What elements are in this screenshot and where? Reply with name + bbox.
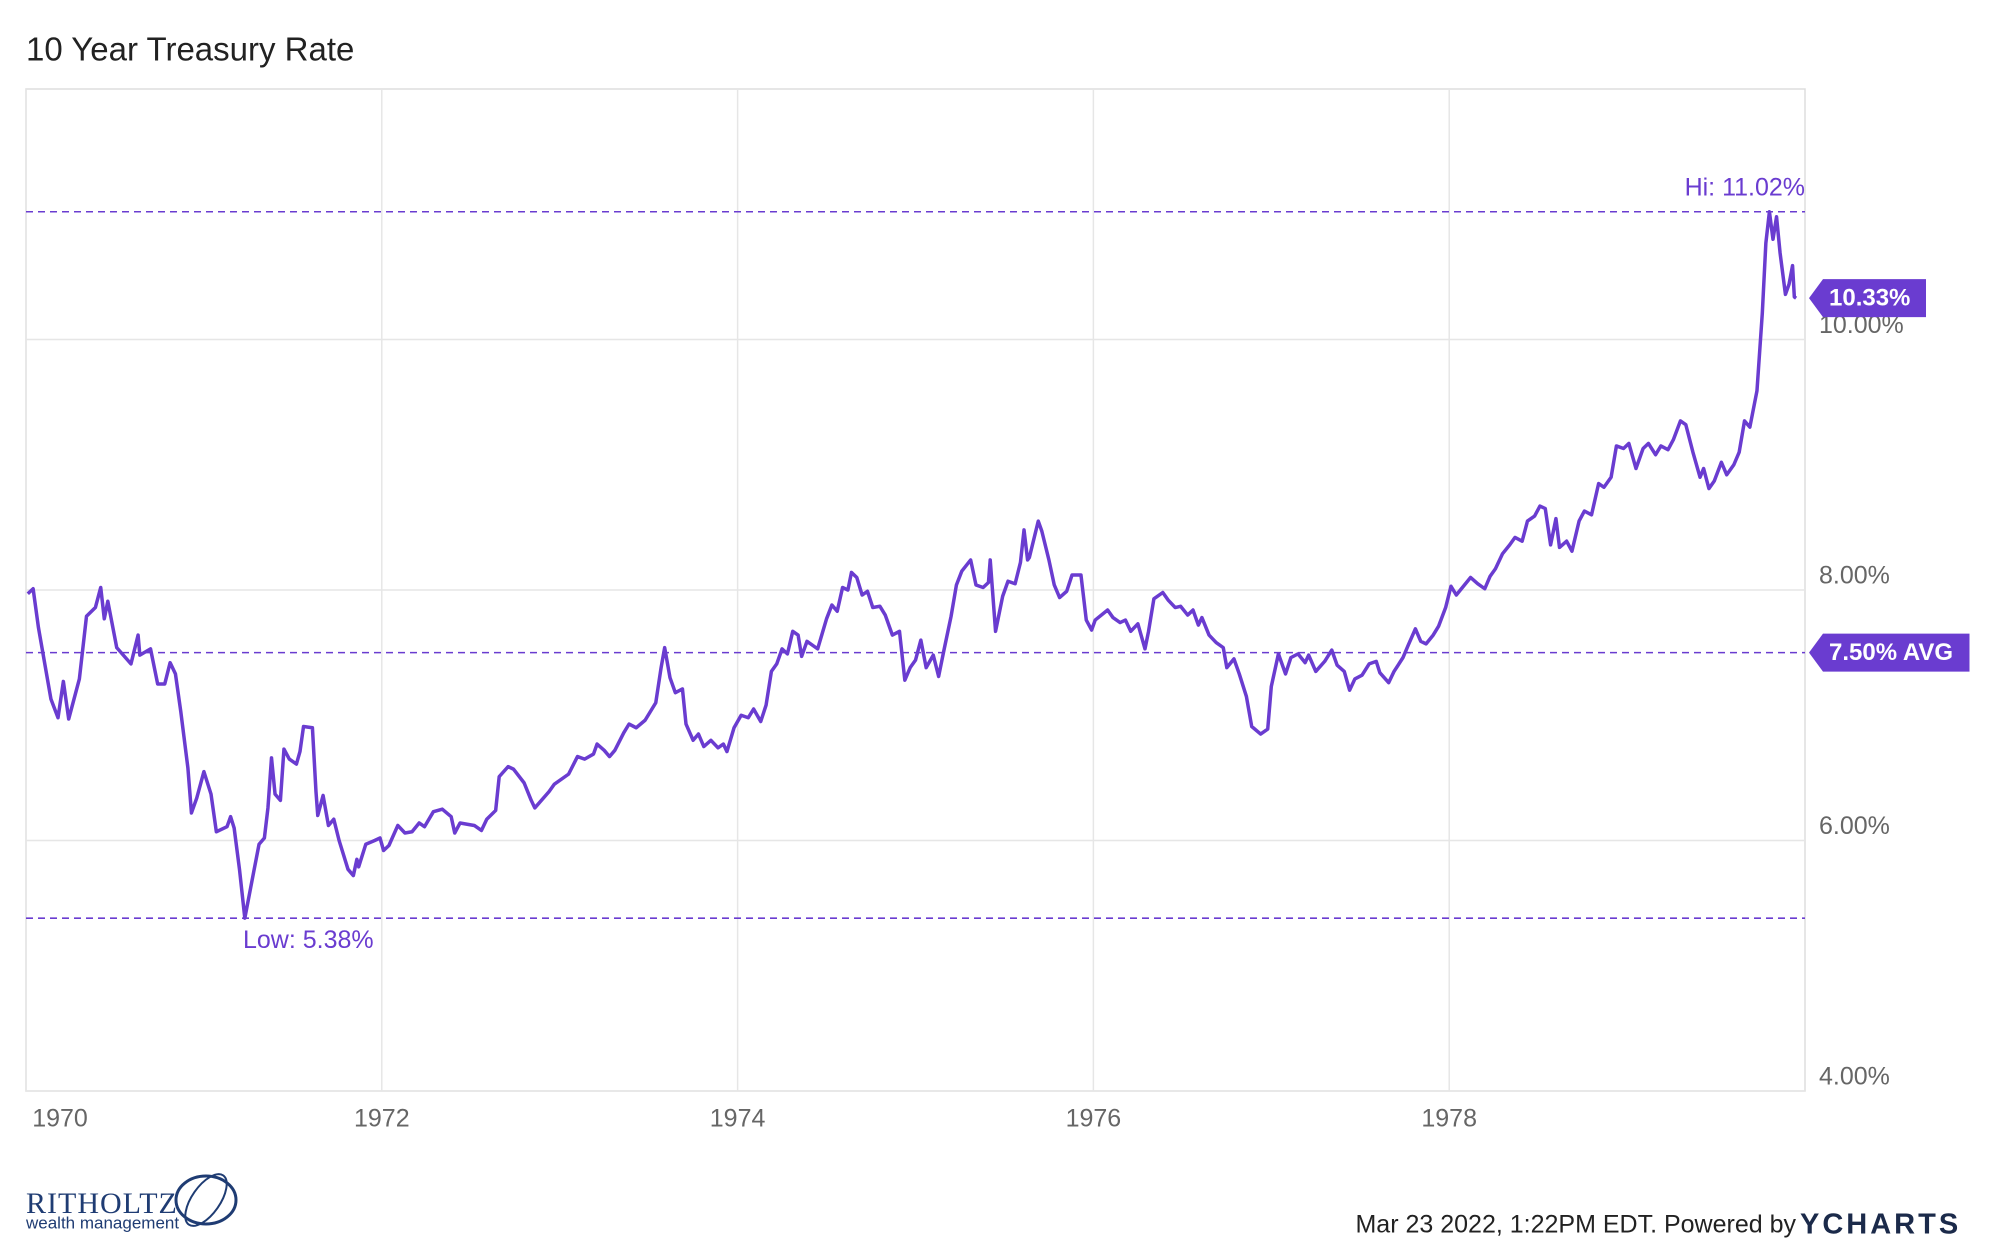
logo-subtext: wealth management <box>25 1213 179 1232</box>
logo-emblem <box>174 1174 238 1226</box>
data-line <box>26 210 1798 920</box>
logo-emblem <box>184 1173 228 1227</box>
y-tick-label: 4.00% <box>1819 1063 1890 1091</box>
brand: YCHARTS <box>1800 1209 1961 1241</box>
high-label: Hi: 11.02% <box>1685 173 1805 201</box>
x-tick-label: 1970 <box>32 1105 88 1133</box>
chart-title: 10 Year Treasury Rate <box>26 31 354 68</box>
logo-text: RITHOLTZ <box>26 1187 178 1220</box>
x-tick-label: 1976 <box>1066 1105 1122 1133</box>
average-tag-label: 7.50% AVG <box>1829 639 1953 666</box>
logo: RITHOLTZ wealth management <box>25 1173 238 1232</box>
last-value-tag-label: 10.33% <box>1829 285 1910 312</box>
low-label: Low: 5.38% <box>243 926 374 954</box>
average-tag-box <box>1809 633 1970 672</box>
x-tick-label: 1978 <box>1421 1105 1477 1133</box>
timestamp: Mar 23 2022, 1:22PM EDT. Powered by <box>1355 1211 1796 1239</box>
y-tick-label: 8.00% <box>1819 562 1890 590</box>
x-tick-label: 1974 <box>710 1105 766 1133</box>
y-tick-label: 6.00% <box>1819 812 1890 840</box>
last-value-tag-box <box>1809 279 1926 318</box>
x-tick-label: 1972 <box>354 1105 410 1133</box>
